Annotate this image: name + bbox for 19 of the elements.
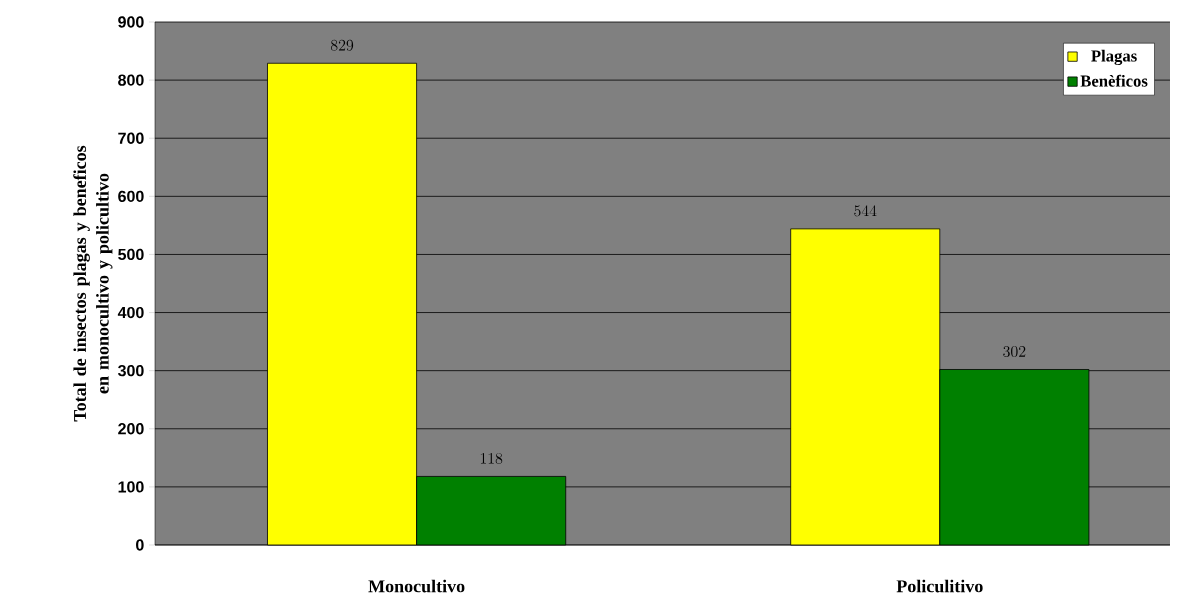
y-tick-label: 800 (118, 74, 144, 86)
y-tick-label: 900 (118, 16, 144, 28)
y-tick-label: 0 (136, 539, 144, 551)
x-tick-label: Policulitivo (896, 579, 983, 593)
y-tick-label: 200 (118, 423, 144, 435)
legend-label: Benèficos (1080, 74, 1148, 87)
data-label: 118 (480, 452, 503, 464)
y-axis-title: Total de insectos plagas y beneficos en monocultivo y policultivo (73, 145, 113, 422)
x-tick-label: Monocultivo (368, 579, 465, 593)
data-label: 302 (1003, 346, 1026, 357)
y-tick-label: 700 (118, 132, 144, 144)
y-tick-label: 500 (118, 248, 144, 261)
y-tick-label: 600 (118, 190, 144, 202)
data-label: 829 (330, 39, 354, 51)
y-tick-label: 400 (117, 306, 144, 319)
data-label: 544 (854, 205, 877, 217)
legend-label: Plagas (1091, 49, 1137, 66)
y-tick-label: 100 (118, 481, 144, 493)
y-tick-label: 300 (117, 364, 144, 377)
